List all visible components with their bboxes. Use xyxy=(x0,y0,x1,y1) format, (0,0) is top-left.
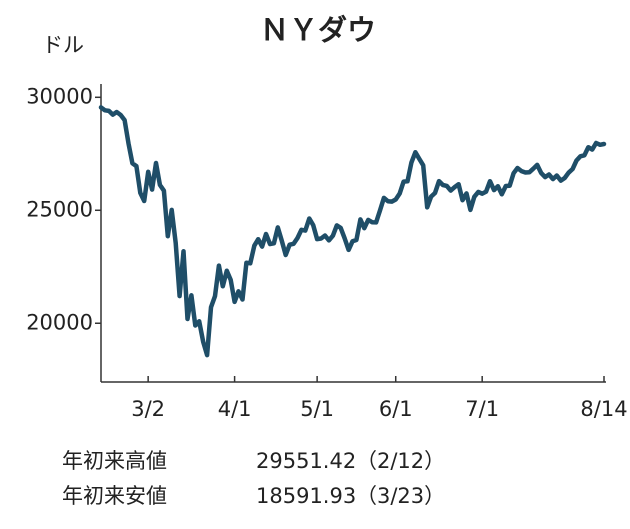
annotation-label: 年初来安値 xyxy=(62,484,167,508)
chart-title: ＮＹダウ xyxy=(260,13,376,47)
x-tick-label: 6/1 xyxy=(379,397,413,421)
y-tick-label: 30000 xyxy=(26,84,93,108)
annotation-date: （2/12） xyxy=(356,449,445,473)
y-tick-label: 25000 xyxy=(26,197,93,221)
y-unit: ドル xyxy=(42,33,84,57)
annotation-value: 29551.42 xyxy=(256,449,356,473)
x-tick-label: 3/2 xyxy=(131,397,165,421)
annotation-value: 18591.93 xyxy=(256,484,356,508)
annotation-date: （3/23） xyxy=(356,484,445,508)
x-tick-label: 4/1 xyxy=(218,397,252,421)
x-tick-label: 8/14 xyxy=(580,397,627,421)
annotation-label: 年初来高値 xyxy=(62,449,167,473)
line xyxy=(98,105,607,358)
x-tick-label: 7/1 xyxy=(465,397,499,421)
x-tick-label: 5/1 xyxy=(300,397,334,421)
y-tick-label: 20000 xyxy=(26,310,93,334)
